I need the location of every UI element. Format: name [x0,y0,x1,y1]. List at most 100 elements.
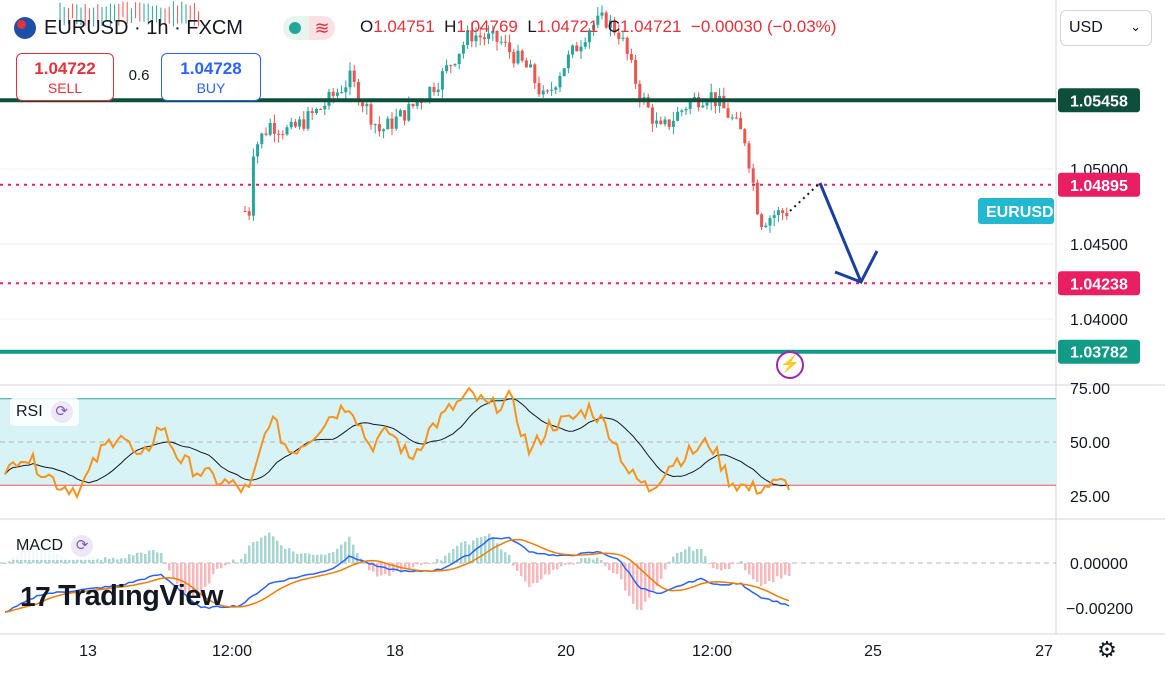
macd-histogram-bar [700,548,703,563]
candle-up [474,35,478,42]
candle-up [655,120,659,124]
market-open-indicator[interactable] [283,16,309,40]
macd-histogram-bar [324,554,327,563]
candle-down [243,211,247,212]
cycle-icon[interactable]: ⟳ [71,535,94,557]
candle-up [314,108,318,113]
macd-histogram-bar [644,563,647,602]
candle-up [608,20,612,28]
candle-down [403,110,407,121]
projection-arrow-shaft[interactable] [818,182,863,283]
macd-histogram-bar [128,554,131,563]
rsi-tick-label: 25.00 [1070,489,1110,506]
macd-histogram-bar [204,563,207,587]
tradingview-logo[interactable]: 17 TradingView [20,580,223,613]
candle-up [285,127,289,135]
price-label-tag[interactable] [1058,172,1140,197]
macd-histogram-bar [668,561,671,563]
macd-histogram-bar [4,563,7,564]
buy-button[interactable]: 1.04728 BUY [161,53,261,101]
data-status-icon[interactable]: ≋ [309,16,335,40]
candle-down [524,60,528,68]
macd-histogram-bar [664,563,667,570]
macd-histogram-bar [696,549,699,563]
candle-up [373,124,377,126]
candle-up [701,105,705,108]
macd-signal-line [4,538,790,613]
macd-histogram-bar [560,563,563,567]
symbol-price-tag[interactable] [978,198,1054,224]
lightning-icon[interactable]: ⚡ [776,351,804,379]
macd-histogram-bar [308,553,311,563]
macd-histogram-bar [148,550,151,563]
candle-down [667,119,671,127]
symbol-name: EURUSD [44,16,129,39]
candle-up [600,12,604,16]
rsi-line [4,386,790,500]
candle-up [256,144,260,157]
macd-histogram-bar [184,563,187,594]
candle-up [676,111,680,121]
candle-up [415,102,419,107]
candle-down [629,54,633,60]
macd-histogram-bar [772,563,775,583]
macd-histogram-bar [372,563,375,572]
candle-down [272,122,276,134]
macd-histogram-bar [500,549,503,563]
macd-label: MACD [16,537,64,554]
macd-histogram-bar [476,537,479,563]
macd-histogram-bar [488,533,491,563]
candle-down [352,70,356,82]
macd-legend[interactable]: MACD ⟳ [10,532,100,560]
settings-icon[interactable]: ⚙ [1097,637,1117,662]
projection-arrow-head[interactable] [834,250,879,284]
macd-histogram-bar [480,537,483,563]
price-label-tag[interactable] [1058,271,1140,296]
candle-up [365,104,369,107]
sell-button[interactable]: 1.04722 SELL [16,53,114,101]
macd-histogram-bar [408,563,411,569]
rsi-legend[interactable]: RSI ⟳ [10,398,79,426]
candle-down [659,120,663,125]
currency-select[interactable]: USD ⌄ [1060,10,1152,46]
macd-histogram-bar [460,542,463,563]
macd-histogram-bar [348,536,351,563]
macd-histogram-bar [440,560,443,563]
macd-histogram-bar [304,552,307,563]
macd-histogram-bar [712,563,715,569]
macd-histogram-bar [392,563,395,573]
macd-histogram-bar [232,559,235,563]
candle-up [382,129,386,132]
macd-histogram-bar [132,555,135,563]
currency-value: USD [1069,19,1103,36]
candle-up [260,133,264,145]
macd-histogram-bar [344,541,347,563]
price-label-tag[interactable] [1058,339,1140,364]
candle-up [440,71,444,90]
macd-histogram-bar [780,563,783,579]
macd-histogram-bar [420,563,423,566]
price-label-tag[interactable] [1058,88,1140,113]
macd-histogram-bar [432,562,435,564]
candle-down [760,214,764,228]
candle-up [487,33,491,40]
cycle-icon[interactable]: ⟳ [50,401,73,423]
macd-histogram-bar [492,537,495,563]
candle-up [541,90,545,95]
macd-histogram-bar [624,563,627,591]
macd-histogram-bar [224,563,227,566]
macd-histogram-bar [84,557,87,563]
interval-label[interactable]: 1h [146,16,169,39]
macd-histogram-bar [704,556,707,563]
spread-value: 0.6 [128,67,150,84]
candle-down [537,83,541,95]
macd-histogram-bar [200,563,203,596]
macd-histogram-bar [556,563,559,570]
macd-histogram-bar [104,557,107,563]
symbol-header[interactable]: EURUSD · 1h · FXCM [14,14,243,42]
macd-histogram-bar [496,543,499,563]
candle-down [319,108,323,110]
candle-down [734,117,738,119]
macd-histogram-bar [352,544,355,563]
